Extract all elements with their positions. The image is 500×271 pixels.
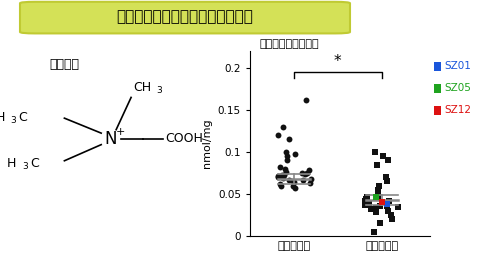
Point: [276, 182, 284, 186]
Point: [379, 154, 387, 158]
Point: [370, 230, 378, 234]
Text: COOH: COOH: [166, 133, 203, 145]
Point: [384, 158, 392, 163]
Point: [278, 173, 286, 178]
Text: C: C: [18, 111, 27, 124]
Text: CH: CH: [134, 80, 152, 93]
Text: SZ12: SZ12: [444, 105, 471, 115]
Point: [283, 154, 291, 158]
Point: [384, 208, 392, 213]
Point: [280, 172, 287, 177]
Point: [302, 171, 310, 175]
Point: [304, 168, 312, 173]
FancyBboxPatch shape: [434, 62, 441, 71]
Point: [374, 192, 382, 196]
Point: [276, 165, 284, 169]
Y-axis label: nmol/mg: nmol/mg: [202, 119, 212, 169]
Point: [375, 183, 383, 188]
Point: [289, 179, 297, 183]
Point: [298, 171, 306, 175]
Text: SZ01: SZ01: [444, 61, 471, 71]
Point: [274, 133, 282, 137]
Point: [361, 199, 369, 204]
Point: [372, 210, 380, 214]
FancyBboxPatch shape: [20, 2, 350, 33]
Point: [302, 98, 310, 102]
Point: [363, 195, 371, 199]
Point: [291, 151, 299, 156]
Text: H: H: [0, 111, 5, 124]
Text: 3: 3: [156, 86, 162, 95]
Point: [388, 217, 396, 221]
Point: [306, 181, 314, 185]
Point: [383, 202, 391, 206]
Point: [282, 150, 290, 154]
Point: [387, 213, 395, 217]
Point: [373, 162, 381, 167]
Point: [374, 188, 382, 192]
Text: ベタイン（トリメチルグリシン）: ベタイン（トリメチルグリシン）: [116, 9, 254, 24]
Point: [283, 158, 291, 163]
Point: [278, 184, 285, 189]
Text: C: C: [30, 157, 38, 170]
Point: [372, 206, 380, 210]
Point: [299, 178, 307, 183]
Point: [378, 200, 386, 204]
Point: [363, 198, 371, 202]
FancyBboxPatch shape: [434, 106, 441, 115]
Point: [382, 179, 390, 183]
Point: [308, 177, 316, 181]
Point: [274, 175, 281, 179]
Text: 患者死後脳での含量: 患者死後脳での含量: [259, 39, 318, 49]
Point: [274, 174, 282, 179]
Point: [376, 204, 384, 209]
Point: [367, 207, 375, 211]
Point: [382, 204, 390, 208]
Point: [290, 180, 298, 184]
Point: [288, 183, 296, 188]
Point: [372, 195, 380, 199]
Point: [370, 150, 378, 154]
Point: [382, 175, 390, 179]
Text: 化学構造: 化学構造: [50, 58, 80, 71]
Point: [280, 176, 287, 180]
Text: 3: 3: [10, 117, 16, 125]
Point: [394, 205, 402, 209]
Text: N: N: [104, 130, 117, 148]
Text: +: +: [116, 127, 124, 137]
Point: [300, 172, 308, 176]
Point: [376, 221, 384, 225]
Point: [286, 178, 294, 182]
Text: *: *: [334, 54, 342, 69]
Point: [281, 167, 289, 171]
Point: [378, 200, 386, 204]
Point: [291, 186, 299, 190]
Point: [285, 137, 293, 142]
Point: [374, 193, 382, 198]
Point: [362, 197, 370, 201]
Text: H: H: [7, 157, 16, 170]
Point: [361, 203, 369, 207]
Point: [282, 170, 290, 174]
FancyBboxPatch shape: [434, 84, 441, 93]
Point: [365, 202, 373, 206]
Point: [278, 125, 286, 129]
Text: SZ05: SZ05: [444, 83, 471, 93]
Text: 3: 3: [22, 163, 28, 172]
Point: [384, 198, 392, 203]
